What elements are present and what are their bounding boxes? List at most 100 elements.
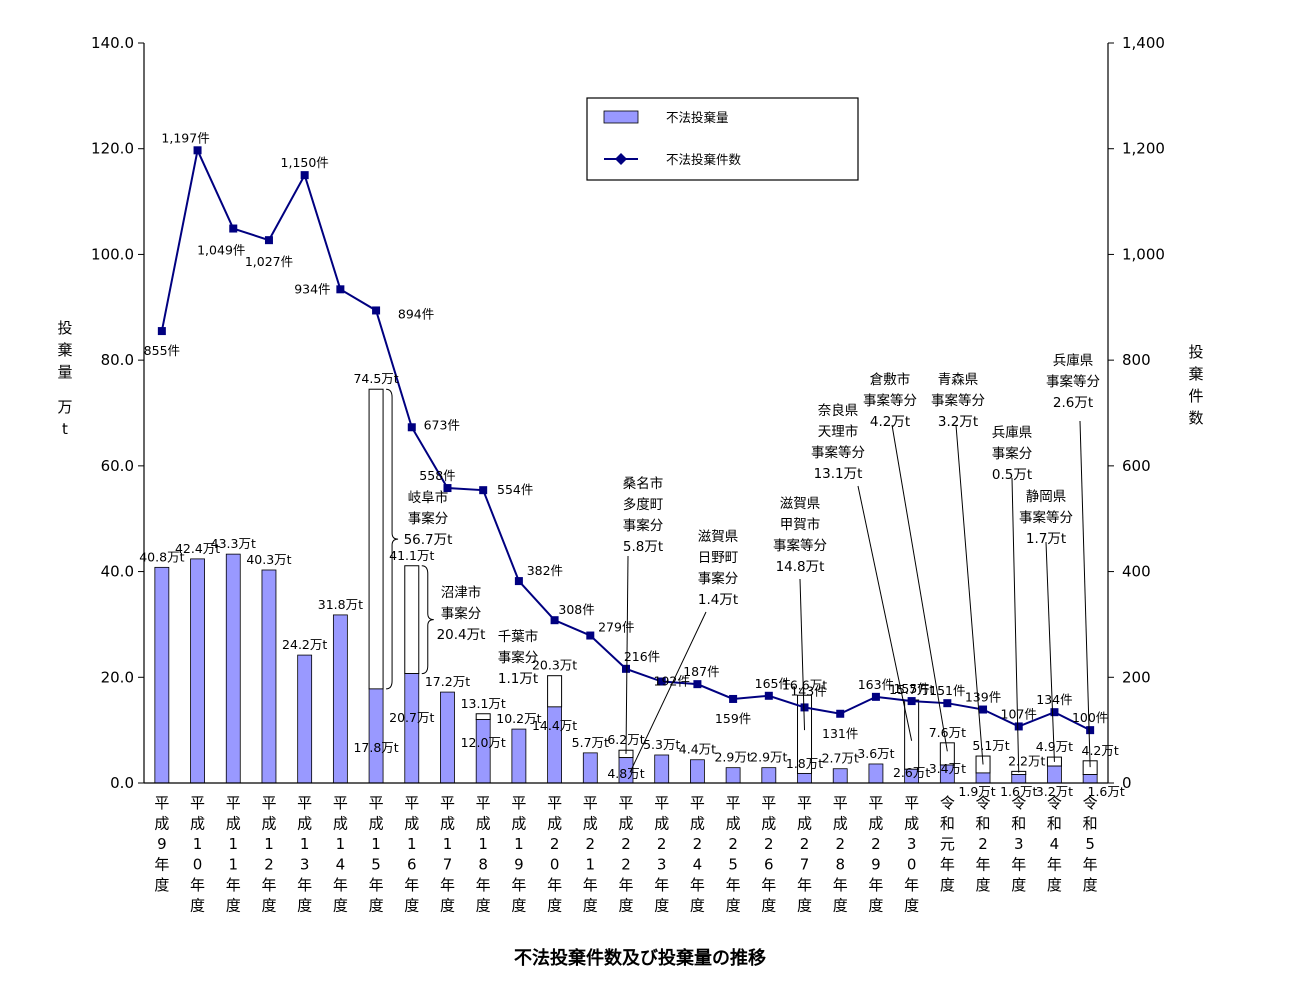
count-marker bbox=[943, 699, 952, 708]
right-axis-title-char: 投 bbox=[1188, 343, 1203, 361]
x-tick-char: 成 bbox=[618, 815, 633, 833]
x-tick-label: 平成 1 2 年度 bbox=[261, 794, 276, 915]
x-tick-label: 平成 1 8 年度 bbox=[476, 794, 491, 915]
x-tick-char: 5 bbox=[371, 856, 381, 874]
amount-data-label: 40.8万t bbox=[139, 549, 184, 564]
x-tick-label: 平成 1 7 年度 bbox=[440, 794, 455, 915]
x-tick-char: 度 bbox=[833, 897, 848, 915]
x-tick-char: 年 bbox=[833, 876, 848, 894]
count-data-label: 107件 bbox=[1001, 706, 1037, 721]
x-tick-char: 年 bbox=[1047, 856, 1062, 874]
x-tick-char: 成 bbox=[333, 815, 348, 833]
count-data-label: 554件 bbox=[497, 482, 533, 497]
total-data-label: 16.6万t bbox=[782, 677, 827, 692]
x-tick-char: 和 bbox=[1011, 815, 1026, 833]
x-tick-char: 平 bbox=[369, 794, 384, 812]
bar bbox=[725, 767, 741, 784]
special-case-bar bbox=[547, 675, 563, 708]
left-tick-label: 140.0 bbox=[91, 34, 134, 52]
count-data-label: 165件 bbox=[755, 676, 791, 691]
special-case-bar bbox=[475, 713, 491, 721]
count-data-label: 100件 bbox=[1072, 710, 1108, 725]
x-tick-char: 度 bbox=[440, 897, 455, 915]
x-tick-char: 平 bbox=[261, 794, 276, 812]
count-data-label: 216件 bbox=[624, 649, 660, 664]
annotation-line: 千葉市 bbox=[498, 628, 539, 645]
x-tick-char: 年 bbox=[976, 856, 991, 874]
annotation-line: 5.8万t bbox=[623, 539, 663, 555]
x-tick-char: 0 bbox=[907, 856, 917, 874]
x-tick-char: 2 bbox=[764, 835, 774, 853]
x-tick-char: 成 bbox=[261, 815, 276, 833]
right-axis-title: 投棄件数 bbox=[1188, 343, 1203, 427]
right-tick-label: 1,400 bbox=[1122, 34, 1165, 52]
count-marker bbox=[1086, 726, 1095, 735]
x-tick-label: 平成 1 9 年度 bbox=[511, 794, 526, 915]
x-tick-char: 成 bbox=[404, 815, 419, 833]
count-data-label: 163件 bbox=[858, 677, 894, 692]
count-marker bbox=[1014, 722, 1023, 731]
count-data-label: 159件 bbox=[715, 711, 751, 726]
amount-data-label: 1.9万t bbox=[958, 784, 995, 799]
annotation-line: 事案等分 bbox=[773, 537, 827, 554]
annotation-line: 3.2万t bbox=[938, 414, 978, 430]
annotation-line: 1.1万t bbox=[498, 671, 538, 687]
amount-data-label: 2.9万t bbox=[714, 750, 751, 765]
x-tick-char: 平 bbox=[761, 794, 776, 812]
x-tick-char: 令 bbox=[1047, 794, 1062, 812]
x-tick-char: 度 bbox=[297, 897, 312, 915]
count-data-label: 134件 bbox=[1036, 692, 1072, 707]
x-tick-char: 成 bbox=[547, 815, 562, 833]
x-tick-char: 年 bbox=[226, 876, 241, 894]
annotation-leader bbox=[955, 424, 984, 765]
x-tick-char: 成 bbox=[726, 815, 741, 833]
x-tick-char: 平 bbox=[297, 794, 312, 812]
x-tick-char: 度 bbox=[690, 897, 705, 915]
annotation-line: 事案等分 bbox=[931, 392, 985, 409]
x-tick-char: 5 bbox=[1085, 835, 1095, 853]
x-tick-char: 度 bbox=[761, 897, 776, 915]
right-tick-label: 600 bbox=[1122, 457, 1151, 475]
legend-bar-label: 不法投棄量 bbox=[666, 110, 729, 125]
left-tick-label: 80.0 bbox=[101, 351, 134, 369]
amount-data-label: 2.9万t bbox=[750, 750, 787, 765]
annotation-line: 事案等分 bbox=[811, 444, 865, 461]
x-tick-char: 年 bbox=[761, 876, 776, 894]
x-tick-char: 成 bbox=[440, 815, 455, 833]
x-tick-label: 令和 5 年度 bbox=[1083, 794, 1098, 894]
amount-data-label: 17.8万t bbox=[353, 740, 398, 755]
count-marker bbox=[764, 691, 773, 700]
count-data-label: 673件 bbox=[424, 417, 460, 432]
amount-data-label: 2.7万t bbox=[822, 751, 859, 766]
x-tick-char: 年 bbox=[511, 876, 526, 894]
x-tick-label: 平成 1 6 年度 bbox=[404, 794, 419, 915]
x-tick-char: 成 bbox=[369, 815, 384, 833]
annotation-line: 事案分 bbox=[698, 570, 739, 587]
x-tick-char: 9 bbox=[514, 856, 524, 874]
x-tick-char: 3 bbox=[657, 856, 667, 874]
x-tick-char: 度 bbox=[404, 897, 419, 915]
x-tick-char: 平 bbox=[654, 794, 669, 812]
x-tick-char: 平 bbox=[726, 794, 741, 812]
x-tick-char: 和 bbox=[1047, 815, 1062, 833]
x-tick-char: 年 bbox=[1011, 856, 1026, 874]
x-tick-char: 平 bbox=[154, 794, 169, 812]
annotation-leader bbox=[1011, 477, 1020, 773]
annotation-line: 事案分 bbox=[408, 510, 449, 527]
annotation-line: 青森県 bbox=[938, 372, 979, 388]
x-tick-char: 度 bbox=[1083, 876, 1098, 894]
x-tick-char: 度 bbox=[369, 897, 384, 915]
x-tick-char: 令 bbox=[940, 794, 955, 812]
total-data-label: 5.1万t bbox=[972, 738, 1009, 753]
count-marker bbox=[229, 224, 238, 233]
left-tick-label: 40.0 bbox=[101, 563, 134, 581]
x-tick-char: 平 bbox=[547, 794, 562, 812]
x-tick-char: 2 bbox=[621, 835, 631, 853]
annotation-line: 事案分 bbox=[623, 517, 664, 534]
count-marker bbox=[336, 285, 345, 294]
chart-title: 不法投棄件数及び投棄量の推移 bbox=[514, 947, 766, 969]
x-tick-char: 1 bbox=[443, 835, 453, 853]
